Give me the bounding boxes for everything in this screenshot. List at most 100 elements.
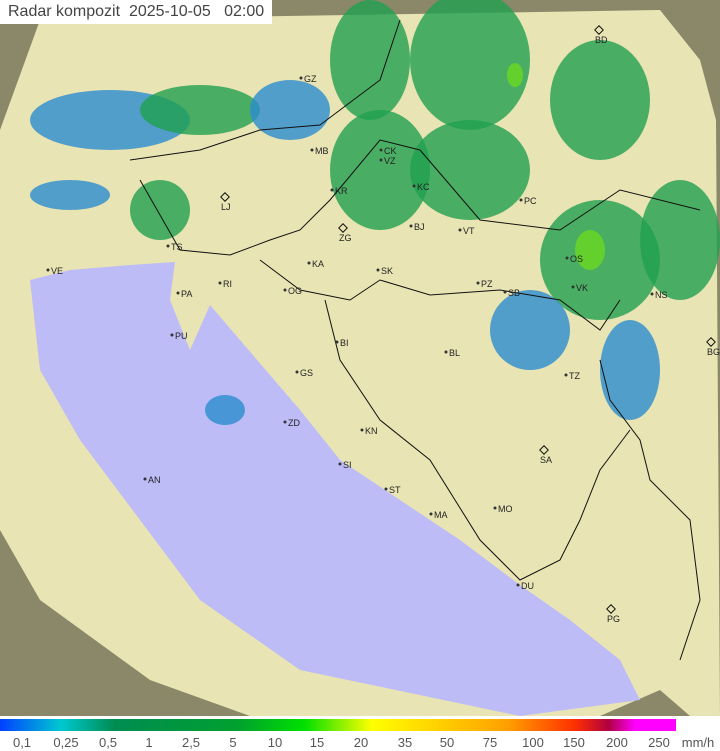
city-st: ST [384,485,401,495]
country-borders [129,19,701,661]
city-label: VT [463,226,475,236]
city-dot-icon [170,333,174,337]
city-dot-icon [338,462,342,466]
map-title: Radar kompozit 2025-10-05 02:00 [0,0,273,24]
precipitation-area [205,395,245,425]
city-mb: MB [310,146,329,156]
legend-unit: mm/h [681,735,715,750]
precipitation-layer [30,0,720,425]
city-label: GS [300,368,313,378]
precipitation-area [575,230,605,270]
precipitation-area [330,0,410,120]
city-os: OS [565,254,583,264]
city-ka: KA [307,259,324,269]
city-sa: SA [539,445,552,465]
legend-tick: 200 [606,735,628,750]
city-kr: KR [330,186,348,196]
city-label: PG [607,614,620,624]
city-pu: PU [170,331,188,341]
city-pz: PZ [476,279,493,289]
city-label: PU [175,331,188,341]
legend-tick: 0,1 [12,735,32,750]
city-dot-icon [379,148,383,152]
city-bg: BG [706,337,720,357]
city-dot-icon [299,76,303,80]
city-label: NS [655,290,668,300]
city-label: VK [576,283,588,293]
city-dot-icon [476,281,480,285]
city-dot-icon [330,188,334,192]
city-label: CK [384,146,397,156]
city-vz: VZ [379,156,396,166]
precipitation-area [130,180,190,240]
legend-tick: 75 [482,735,498,750]
city-label: SA [540,455,552,465]
legend-labels: 0,1 0,25 0,5 1 2,5 5 10 15 20 35 50 75 1… [0,735,720,751]
city-label: KC [417,182,430,192]
legend-tick: 35 [397,735,413,750]
city-dot-icon [564,373,568,377]
legend-tick: 20 [353,735,369,750]
city-ts: TS [166,242,183,252]
adriatic-sea [30,262,640,716]
city-label: OG [288,286,302,296]
city-dot-icon [379,158,383,162]
city-dot-icon [295,370,299,374]
city-dot-icon [46,268,50,272]
city-sk: SK [376,266,393,276]
city-label: BG [707,347,720,357]
legend-tick: 1 [145,735,153,750]
city-dot-icon [335,340,339,344]
precipitation-color-scale [0,719,676,731]
city-zg: ZG [338,223,352,243]
city-label: SI [343,460,352,470]
city-dot-icon [571,285,575,289]
city-label: MA [434,510,448,520]
city-label: KR [335,186,348,196]
city-pg: PG [606,604,620,624]
city-ve: VE [46,266,63,276]
legend-tick: 0,25 [53,735,79,750]
capital-marker-icon [706,337,716,347]
city-lj: LJ [220,192,231,212]
city-label: PZ [481,279,493,289]
city-label: SB [508,288,520,298]
legend-tick: 5 [229,735,237,750]
legend-tick: 10 [267,735,283,750]
city-label: SK [381,266,393,276]
city-label: MO [498,504,513,514]
legend-tick: 250 [648,735,670,750]
city-bd: BD [594,25,608,45]
capital-marker-icon [220,192,230,202]
city-label: LJ [221,202,231,212]
capital-marker-icon [539,445,549,455]
precipitation-area [330,110,430,230]
city-gs: GS [295,368,313,378]
city-dot-icon [176,291,180,295]
city-dot-icon [458,228,462,232]
precipitation-area [490,290,570,370]
city-dot-icon [493,506,497,510]
city-an: AN [143,475,161,485]
city-pa: PA [176,289,192,299]
city-label: MB [315,146,329,156]
precipitation-area [550,40,650,160]
legend-tick: 150 [563,735,585,750]
city-dot-icon [283,288,287,292]
city-label: OS [570,254,583,264]
city-bl: BL [444,348,460,358]
city-label: RI [223,279,232,289]
city-pc: PC [519,196,537,206]
city-label: VE [51,266,63,276]
city-zd: ZD [283,418,300,428]
city-ns: NS [650,290,668,300]
city-si: SI [338,460,352,470]
city-kn: KN [360,426,378,436]
city-label: BJ [414,222,425,232]
city-dot-icon [218,281,222,285]
city-ri: RI [218,279,232,289]
city-tz: TZ [564,371,580,381]
city-label: DU [521,581,534,591]
city-dot-icon [360,428,364,432]
